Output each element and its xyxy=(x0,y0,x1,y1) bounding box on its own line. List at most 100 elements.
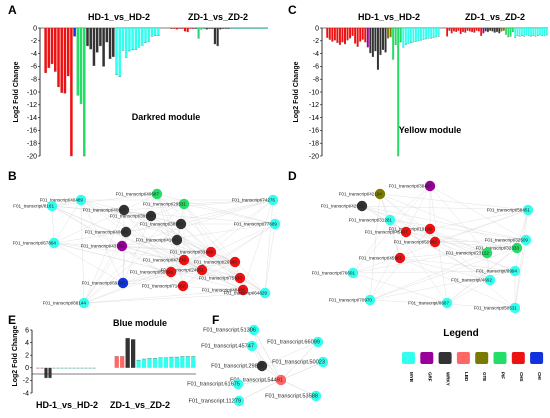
network-edge xyxy=(150,203,185,217)
network-node-label: F01_transcript/71802 xyxy=(142,284,186,289)
bar xyxy=(137,28,141,48)
bar xyxy=(170,28,173,29)
bar xyxy=(73,28,76,37)
network-node xyxy=(269,218,281,230)
bar xyxy=(498,28,501,34)
bar xyxy=(224,28,227,29)
network-node xyxy=(117,277,129,289)
network-edge xyxy=(123,209,178,241)
bar xyxy=(493,28,496,33)
legend: Legend MYB GRF WRKY LBD GTE PIF CHS CHI xyxy=(402,328,544,386)
bar xyxy=(354,28,357,44)
bar xyxy=(333,28,336,41)
bar xyxy=(115,28,118,75)
bar xyxy=(446,28,449,37)
network-node xyxy=(511,242,523,254)
bar xyxy=(448,28,451,31)
bar xyxy=(366,28,369,48)
ytick-label: 0 xyxy=(33,25,37,32)
bar xyxy=(530,28,532,37)
bar xyxy=(163,357,169,368)
bar xyxy=(399,28,402,43)
network-node-label: F01_transcript.61675 xyxy=(187,382,240,388)
bar xyxy=(102,28,105,67)
network-node-label: F01_transcript/77689 xyxy=(234,222,278,227)
bar xyxy=(349,28,352,39)
bar xyxy=(192,28,195,29)
panel-letter-f: F xyxy=(212,313,219,327)
bar xyxy=(48,367,52,378)
network-node xyxy=(233,395,245,407)
bar xyxy=(435,28,438,37)
bar xyxy=(227,28,230,29)
network-node-label: F01_transcript/64829 xyxy=(224,291,268,296)
panel-a-bars xyxy=(44,28,268,157)
network-node xyxy=(522,204,534,216)
bar xyxy=(505,28,507,35)
network-edge xyxy=(51,205,276,225)
network-edge xyxy=(516,209,529,249)
network-node xyxy=(118,204,130,216)
network-edge xyxy=(389,219,527,241)
bar xyxy=(235,28,238,29)
bar xyxy=(232,28,236,29)
bar xyxy=(243,28,246,29)
bar xyxy=(511,28,514,32)
bar xyxy=(121,28,125,51)
network-node-label: F01_transcript/29531 xyxy=(143,202,187,207)
ytick-label: -16 xyxy=(309,128,319,135)
bar xyxy=(265,28,268,29)
network-edge xyxy=(121,245,212,253)
network-node-label: F01_transcript/70970 xyxy=(329,298,373,303)
network-edge xyxy=(183,259,244,291)
bar xyxy=(462,28,464,32)
network-node-label: F01_transcript/40489 xyxy=(40,198,84,203)
network-edge xyxy=(434,209,529,243)
network-edge xyxy=(253,329,263,367)
bar xyxy=(141,358,147,368)
ytick-label: -20 xyxy=(27,153,37,160)
bar xyxy=(417,28,420,41)
network-node xyxy=(509,265,521,277)
network-edge xyxy=(125,223,182,233)
bar xyxy=(457,28,460,31)
network-edge xyxy=(182,261,236,287)
network-edge xyxy=(352,272,448,304)
bar xyxy=(131,28,134,50)
bar xyxy=(144,28,147,43)
network-node xyxy=(205,246,217,258)
network-edge xyxy=(122,269,203,284)
network-node xyxy=(178,198,190,210)
panel-e-yticks: 6 4 2 0 -2 -4 xyxy=(23,327,32,397)
network-edge xyxy=(122,271,172,284)
network-node xyxy=(484,274,496,286)
network-node xyxy=(424,223,436,235)
network-node xyxy=(248,324,260,336)
network-edge xyxy=(399,257,491,281)
bar xyxy=(455,28,458,32)
legend-label: MYB xyxy=(409,372,414,383)
bar xyxy=(359,28,362,42)
bar xyxy=(92,28,96,66)
network-edge xyxy=(121,223,276,247)
bar xyxy=(387,28,390,39)
network-node-label: F01_transcript/48436 xyxy=(202,288,246,293)
bar xyxy=(326,28,329,38)
panel-letter-c: C xyxy=(288,3,297,17)
ytick-label: -2 xyxy=(313,38,319,45)
bar xyxy=(200,28,203,30)
network-edge xyxy=(123,193,158,211)
bar xyxy=(131,339,136,368)
bar xyxy=(466,28,469,31)
network-node-label: F01_transcript/74276 xyxy=(232,198,276,203)
network-edge xyxy=(83,289,244,304)
network-edge xyxy=(434,239,527,243)
bar xyxy=(76,28,80,96)
bar xyxy=(425,28,428,39)
bar xyxy=(489,28,492,31)
network-node-label: F01_transcript/32333 xyxy=(476,246,520,251)
panel-letter-d: D xyxy=(288,169,297,183)
network-edge xyxy=(264,199,274,294)
legend-title: Legend xyxy=(443,328,479,339)
panel-c: C HD-1_vs_HD-2 ZD-1_vs_ZD-2 Log2 Fold Ch… xyxy=(288,3,548,160)
